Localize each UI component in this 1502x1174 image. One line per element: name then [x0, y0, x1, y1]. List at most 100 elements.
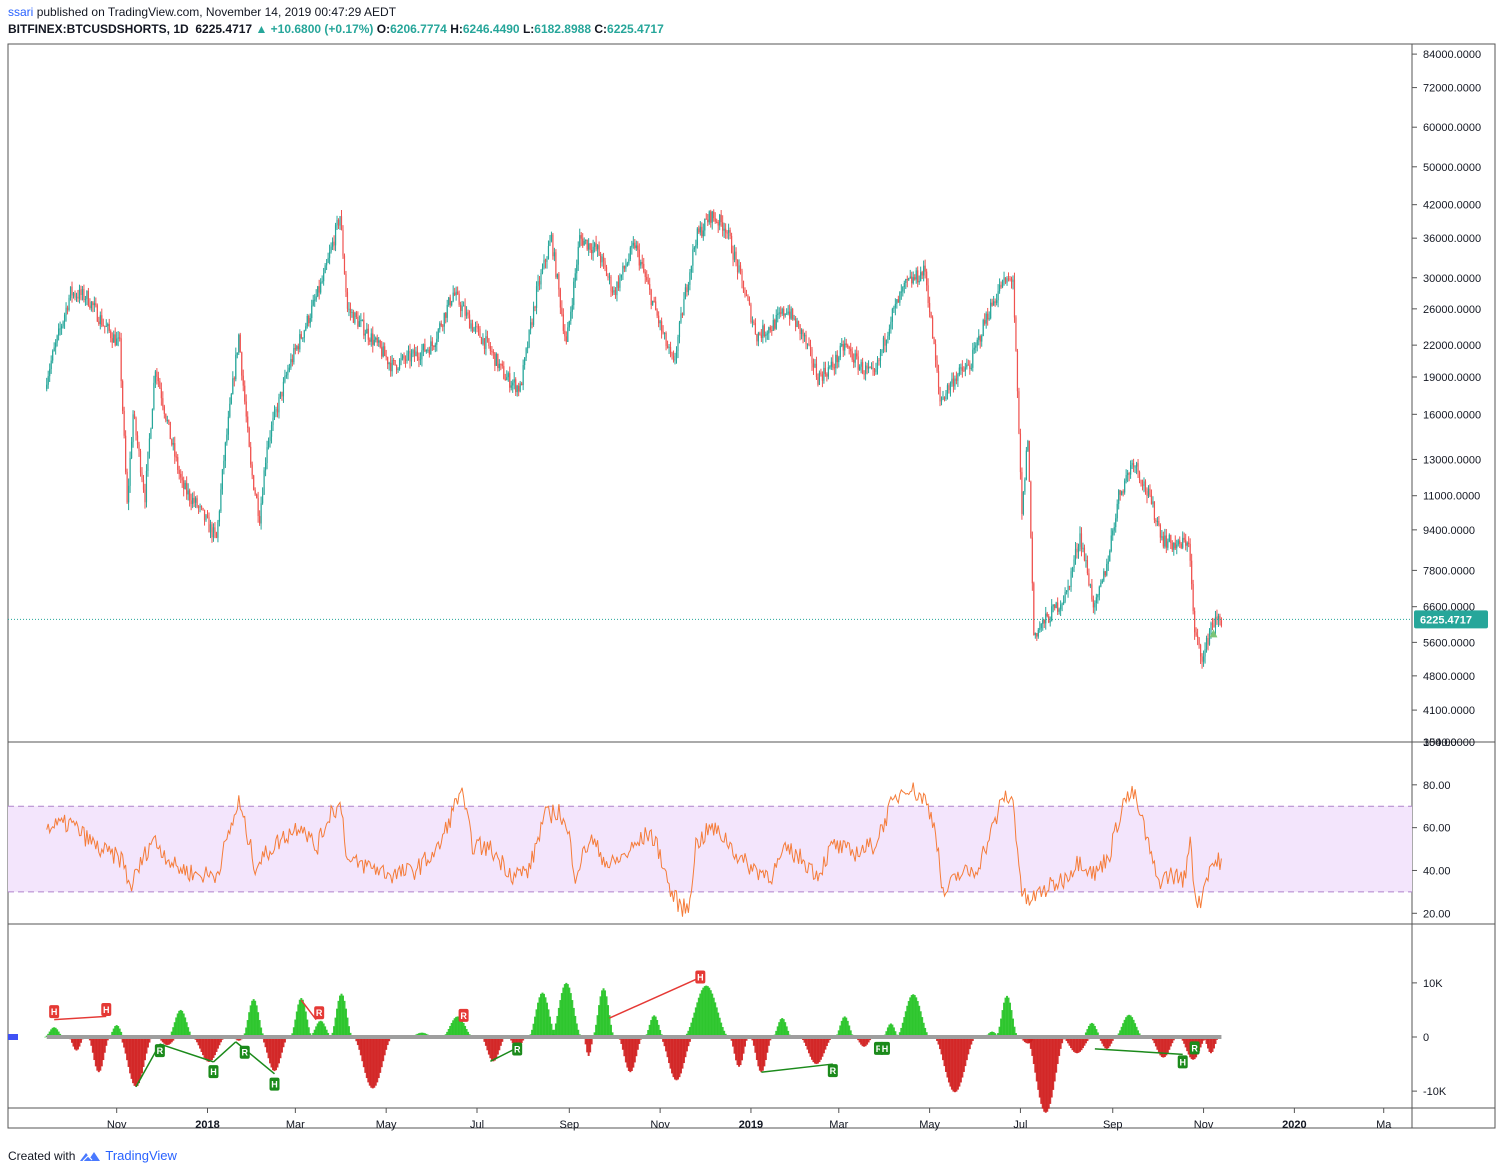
histogram-bar: [1078, 1037, 1081, 1052]
histogram-bar: [919, 1011, 922, 1037]
candle-body: [296, 346, 298, 350]
candle: [384, 342, 386, 357]
tradingview-brand[interactable]: TradingView: [105, 1148, 177, 1163]
candle-body: [529, 322, 532, 330]
candle-body: [276, 409, 279, 413]
candle: [725, 223, 727, 239]
candle: [1060, 600, 1062, 617]
histogram-bar: [659, 1030, 662, 1037]
divergence-marker-label: H: [882, 1044, 889, 1054]
candle: [1211, 617, 1214, 631]
histogram-bar: [370, 1037, 373, 1088]
histogram-bar: [461, 1020, 464, 1037]
candle: [315, 289, 317, 302]
histogram-bar: [944, 1037, 947, 1072]
candle: [226, 428, 228, 446]
histogram-bar: [464, 1025, 467, 1037]
histogram-bar: [754, 1037, 757, 1053]
candle-body: [875, 369, 877, 373]
candle: [471, 319, 474, 333]
candle-body: [765, 334, 767, 336]
candle-body: [993, 301, 995, 306]
candle: [829, 365, 831, 370]
candle-body: [619, 277, 621, 288]
candle: [361, 319, 363, 322]
candle: [759, 331, 761, 336]
histogram-bar: [1201, 1037, 1204, 1044]
candle: [863, 370, 865, 380]
candle: [699, 221, 701, 236]
candle-body: [87, 291, 89, 306]
candle: [549, 234, 551, 247]
histogram-bar: [778, 1022, 781, 1037]
price-change: +10.6800 (+0.17%): [270, 22, 374, 36]
candle: [564, 324, 566, 342]
candle-body: [939, 387, 941, 402]
divergence-marker: R: [1189, 1041, 1200, 1055]
candle-body: [288, 367, 290, 371]
histogram-bar: [493, 1037, 496, 1061]
candle: [114, 327, 116, 347]
candle-body: [602, 256, 605, 262]
candle-body: [1015, 317, 1017, 351]
candle-body: [978, 336, 980, 340]
candle: [683, 292, 685, 316]
candle: [1150, 489, 1153, 505]
candle: [1124, 478, 1126, 495]
candle-body: [434, 344, 436, 348]
candle-body: [1065, 590, 1068, 592]
candle: [394, 360, 396, 366]
candle-body: [303, 330, 305, 338]
candle-body: [723, 228, 725, 231]
candle: [364, 329, 366, 342]
candle-body: [367, 328, 369, 340]
candle-body: [601, 256, 603, 263]
histogram-bar: [815, 1037, 818, 1065]
divergence-marker-label: H: [271, 1080, 278, 1090]
candle-body: [894, 303, 896, 308]
candle-body: [339, 216, 341, 226]
histogram-bar: [785, 1026, 788, 1037]
histogram-bar: [318, 1021, 321, 1037]
author-link[interactable]: ssari: [8, 5, 34, 19]
candle-body: [917, 270, 919, 283]
candle-body: [248, 427, 250, 447]
candle-body: [951, 378, 953, 384]
chart-area[interactable]: 84000.000072000.000060000.000050000.0000…: [0, 42, 1502, 1144]
time-tick-label: 2018: [195, 1119, 219, 1131]
candle-body: [309, 318, 311, 324]
divergence-marker: H: [101, 1002, 112, 1016]
symbol-label[interactable]: BITFINEX:BTCUSDSHORTS, 1D: [8, 22, 189, 36]
candle: [498, 359, 500, 372]
candle-body: [1095, 597, 1097, 604]
candle-body: [1113, 527, 1115, 531]
candle-body: [470, 323, 472, 329]
histogram-bar: [808, 1037, 811, 1054]
candle: [343, 253, 346, 275]
candle-body: [914, 277, 916, 280]
histogram-bar: [601, 990, 604, 1037]
candle-body: [528, 329, 530, 348]
candle: [266, 440, 268, 470]
histogram-bar: [837, 1030, 840, 1037]
candle: [236, 352, 238, 359]
histogram-bar: [1003, 1002, 1006, 1037]
candle: [257, 491, 259, 523]
candle: [74, 290, 76, 301]
histogram-bar: [568, 987, 571, 1037]
histogram-bar: [133, 1037, 136, 1086]
candle-body: [257, 498, 259, 517]
candle: [1208, 628, 1211, 646]
histogram-bar: [200, 1037, 203, 1052]
candle: [1127, 469, 1129, 483]
low-value: 6182.8988: [534, 22, 591, 36]
candle: [372, 326, 374, 353]
histogram-bar: [627, 1037, 630, 1071]
divergence-marker: R: [314, 1006, 325, 1020]
candle-body: [711, 211, 713, 223]
candle: [480, 336, 483, 345]
candle: [388, 361, 390, 371]
candle-body: [1028, 441, 1030, 482]
candle: [613, 286, 615, 295]
divergence-marker-label: R: [1191, 1043, 1198, 1053]
